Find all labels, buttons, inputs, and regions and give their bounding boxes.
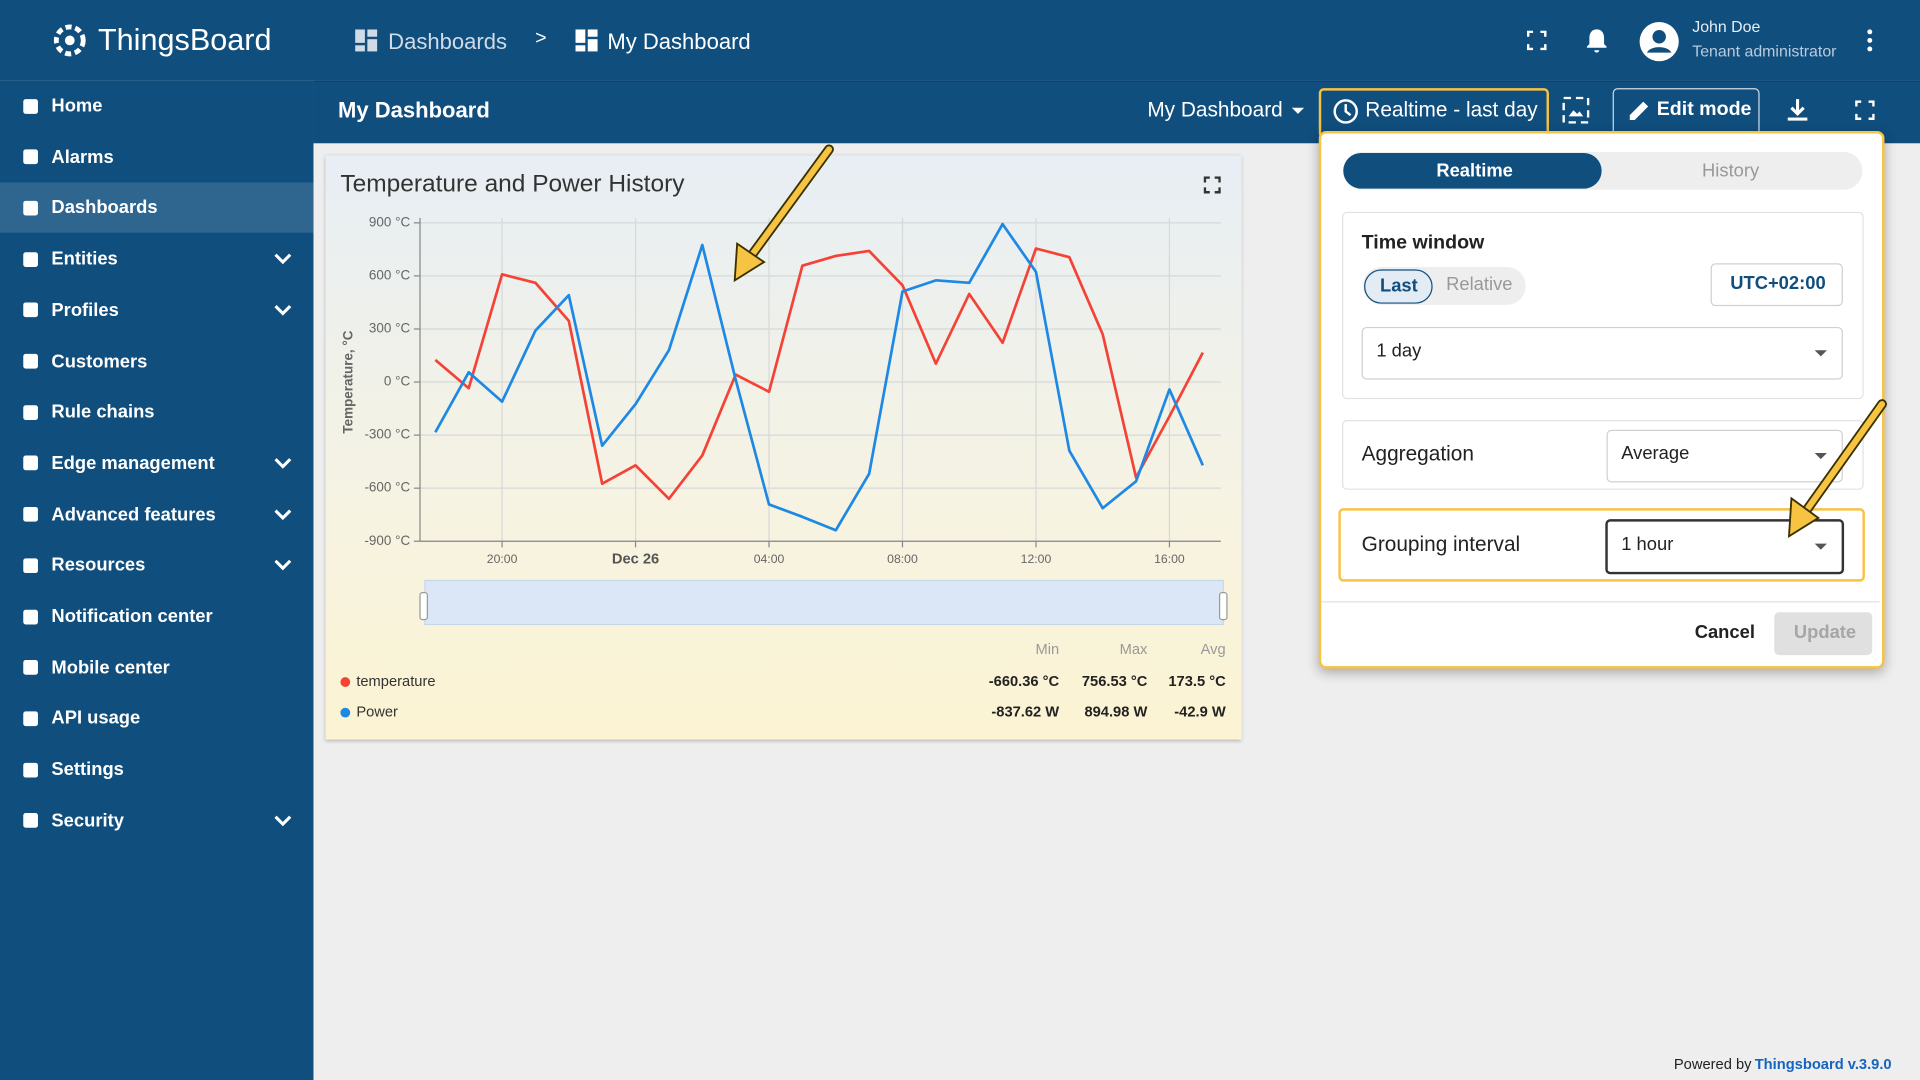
footer-link[interactable]: Thingsboard v.3.9.0 — [1755, 1052, 1892, 1076]
footer-text: Powered by — [1674, 1052, 1752, 1076]
arrow — [749, 149, 829, 258]
arrow — [1804, 404, 1882, 514]
